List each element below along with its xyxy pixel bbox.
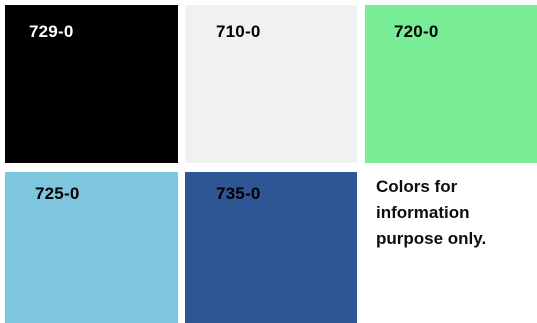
color-swatch-735-0: 735-0	[185, 172, 357, 323]
disclaimer-note: Colors for information purpose only.	[376, 174, 534, 252]
swatch-code-label: 729-0	[29, 22, 74, 41]
disclaimer-line-2: information	[376, 203, 470, 222]
disclaimer-line-1: Colors for	[376, 177, 458, 196]
swatch-code-label: 735-0	[216, 184, 261, 203]
color-swatch-725-0: 725-0	[5, 172, 178, 323]
swatch-code-label: 710-0	[216, 22, 261, 41]
color-swatch-729-0: 729-0	[5, 5, 178, 163]
swatch-code-label: 725-0	[35, 184, 80, 203]
disclaimer-line-3: purpose only.	[376, 229, 487, 248]
color-swatch-710-0: 710-0	[185, 5, 357, 163]
color-swatch-720-0: 720-0	[365, 5, 537, 163]
swatch-code-label: 720-0	[394, 22, 439, 41]
